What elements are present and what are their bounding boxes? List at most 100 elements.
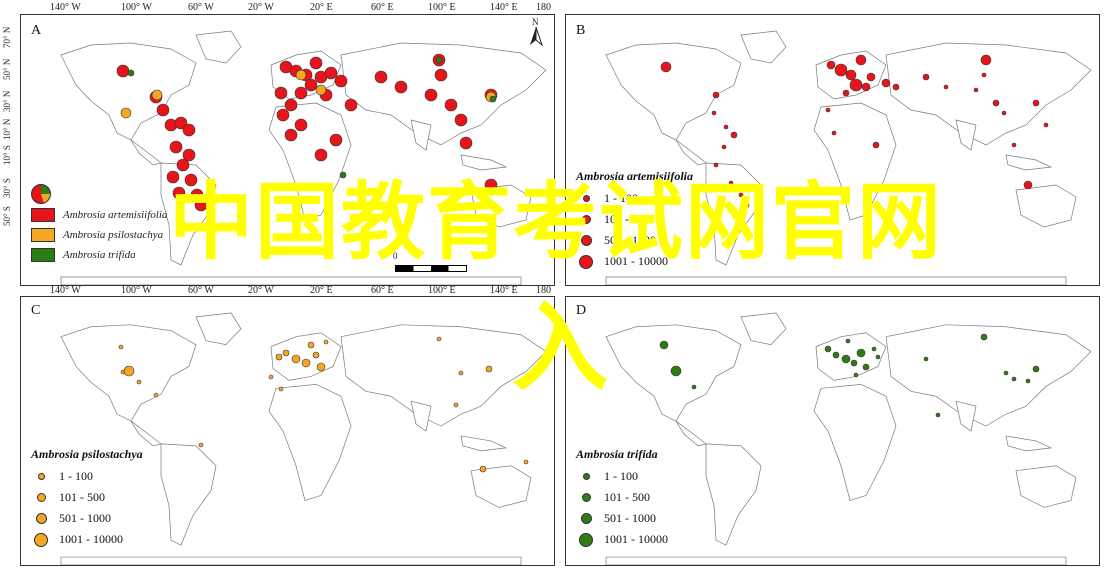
pie-marker-a-27 [284, 128, 298, 142]
legend-c-dot-4 [34, 532, 48, 547]
legend-c-dot-3 [35, 513, 47, 524]
pie-legend-swatch-artemisiifolia [31, 208, 55, 222]
landmass-6 [340, 324, 547, 427]
panel-c-label: C [31, 303, 41, 318]
pie-marker-a-orange-3 [295, 69, 307, 81]
marker-b-21 [831, 130, 837, 136]
legend-c-dot-1 [37, 473, 45, 480]
world-map-a [60, 30, 547, 285]
landmass-9 [1015, 465, 1077, 508]
marker-d-10 [875, 354, 881, 360]
marker-c-6 [275, 353, 283, 361]
top-axis-label-8: 180 [536, 2, 551, 13]
marker-c-4 [153, 392, 159, 398]
marker-d-8 [862, 363, 870, 371]
landmass-10 [60, 556, 522, 565]
marker-c-19 [479, 465, 487, 473]
pie-marker-a-37 [459, 136, 473, 150]
landmass-8 [460, 435, 508, 452]
marker-b-30 [1032, 99, 1040, 107]
panel-c: C Ambrosia psilostachya 1 - 100 101 - 50… [20, 296, 555, 566]
pie-marker-a-green-3 [339, 171, 347, 179]
legend-d-title: Ambrosia trifida [576, 447, 658, 461]
legend-c-class-2: 101 - 500 [59, 490, 105, 504]
landmass-1 [195, 30, 242, 64]
landmass-10 [605, 276, 1067, 285]
left-axis-label-2: 30° N [2, 90, 12, 112]
legend-c-class-3: 501 - 1000 [59, 511, 111, 525]
pie-marker-a-10 [194, 198, 208, 212]
marker-b-24 [943, 84, 949, 90]
pie-marker-a-green-2 [489, 95, 497, 103]
left-axis-label-1: 50° N [2, 58, 12, 80]
marker-d-5 [841, 354, 851, 364]
pie-marker-a-green-0 [127, 69, 135, 77]
pie-marker-a-35 [444, 98, 458, 112]
marker-c-10 [312, 351, 320, 359]
marker-b-1 [712, 91, 720, 99]
marker-b-8 [738, 192, 744, 198]
marker-d-11 [845, 338, 851, 344]
pie-marker-a-12 [166, 170, 180, 184]
left-axis-label-4: 10° S [2, 145, 12, 165]
marker-b-7 [728, 180, 734, 186]
legend-c-class-1: 1 - 100 [59, 469, 93, 483]
landmass-2 [130, 420, 162, 447]
panel-d-label: D [576, 303, 587, 318]
marker-b-20 [825, 107, 831, 113]
landmass-2 [675, 139, 707, 166]
pie-legend-pie-icon [31, 184, 51, 204]
legend-d-class-4: 1001 - 10000 [604, 532, 668, 546]
marker-c-21 [453, 402, 459, 408]
marker-b-32 [1023, 180, 1033, 190]
marker-c-17 [458, 370, 464, 376]
legend-b-class-4: 1001 - 10000 [604, 254, 668, 268]
bottom-axis-label-2: 60° W [188, 285, 214, 296]
pie-marker-a-25 [274, 86, 288, 100]
legend-d-dot-4 [579, 532, 593, 547]
landmass-7 [410, 400, 432, 432]
marker-b-27 [992, 99, 1000, 107]
top-axis-label-7: 140° E [490, 2, 518, 13]
pie-legend-label-psilostachya: Ambrosia psilostachya [63, 229, 164, 241]
bottom-axis-label-6: 100° E [428, 285, 456, 296]
marker-b-26 [980, 54, 992, 66]
landmass-8 [460, 154, 508, 171]
legend-c-dot-2 [36, 493, 46, 502]
pie-marker-a-green-1 [435, 56, 443, 64]
marker-d-18 [1025, 378, 1031, 384]
pie-marker-a-orange-0 [120, 107, 132, 119]
marker-b-19 [892, 83, 900, 91]
marker-c-20 [523, 459, 529, 465]
marker-d-4 [832, 351, 840, 359]
pie-marker-a-17 [309, 56, 323, 70]
legend-d: Ambrosia trifida 1 - 100 101 - 500 501 -… [576, 447, 668, 550]
marker-b-31 [1043, 122, 1049, 128]
landmass-4 [815, 332, 887, 381]
marker-d-19 [935, 412, 941, 418]
legend-b-title: Ambrosia artemisiifolia [576, 169, 694, 183]
landmass-8 [1005, 435, 1053, 452]
marker-b-4 [730, 131, 738, 139]
landmass-9 [470, 465, 532, 508]
bottom-axis-label-8: 180 [536, 285, 551, 296]
bottom-axis-label-0: 140° W [50, 285, 81, 296]
panel-a: A N Ambrosia artemisiifolia Ambrosia psi… [20, 14, 555, 286]
marker-b-18 [881, 78, 891, 88]
bottom-axis-label-7: 140° E [490, 285, 518, 296]
landmass-10 [60, 276, 522, 285]
pie-marker-a-39 [434, 68, 448, 82]
marker-c-11 [316, 362, 326, 372]
legend-d-class-2: 101 - 500 [604, 490, 650, 504]
marker-c-0 [118, 344, 124, 350]
pie-marker-a-11 [172, 186, 186, 200]
marker-b-14 [866, 72, 876, 82]
marker-d-17 [1032, 365, 1040, 373]
legend-d-class-1: 1 - 100 [604, 469, 638, 483]
pie-marker-a-orange-1 [151, 89, 163, 101]
marker-c-2 [123, 365, 135, 377]
top-axis-label-0: 140° W [50, 2, 81, 13]
landmass-7 [955, 400, 977, 432]
panel-d: D Ambrosia trifida 1 - 100 101 - 500 501… [565, 296, 1100, 566]
landmass-6 [885, 324, 1092, 427]
